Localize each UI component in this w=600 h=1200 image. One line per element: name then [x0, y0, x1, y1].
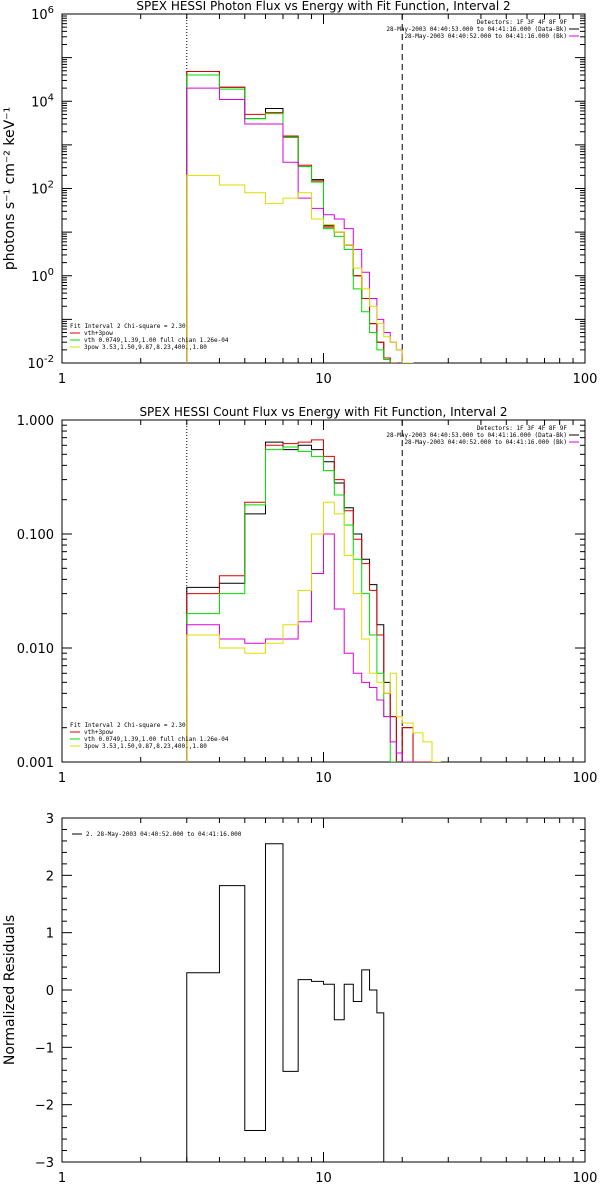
- plot-frame: [61, 817, 586, 1163]
- y-tick-label: 104: [31, 92, 54, 110]
- y-tick-base: 10: [31, 8, 48, 23]
- y-axis-label: photons s⁻¹ cm⁻² keV⁻¹: [2, 107, 18, 270]
- y-tick-label: 106: [31, 5, 54, 23]
- legend-bk: 28-May-2003 04:40:52.000 to 04:41:16.000…: [404, 439, 567, 446]
- y-tick-label: 100: [31, 267, 54, 285]
- y-tick-label: −3: [35, 1156, 54, 1171]
- y-tick-exp: 4: [48, 92, 54, 103]
- y-tick-label: 1.000: [17, 414, 54, 429]
- y-tick-exp: 6: [48, 5, 54, 16]
- y-tick-label: 102: [31, 180, 54, 198]
- series-group: [186, 71, 414, 363]
- y-tick-base: 10: [31, 183, 48, 198]
- chart-title: SPEX HESSI Photon Flux vs Energy with Fi…: [136, 0, 510, 13]
- plot-frame: [61, 419, 586, 763]
- series-4-line: [186, 87, 414, 363]
- y-tick-label: 3: [46, 812, 54, 827]
- y-tick-label: 0.100: [17, 528, 54, 543]
- series-4-line: [186, 533, 414, 762]
- legend-fit-item: 3pow 3.53,1.50,9.87,8.23,400.,1.80: [84, 743, 207, 750]
- legend-fit-item: vth 0.0749,1.39,1.00 full chian 1.26e-04: [84, 736, 229, 743]
- series-group: [186, 843, 385, 1162]
- x-tick-label: 10: [315, 771, 332, 786]
- y-tick-exp: 2: [48, 180, 54, 191]
- x-tick-label: 100: [573, 1171, 598, 1186]
- x-tick-label: 10: [315, 1171, 332, 1186]
- legend-data-bk: 28-May-2003 04:40:53.000 to 04:41:16.000…: [386, 432, 567, 439]
- series-3-line: [186, 446, 397, 762]
- series-1-line: [186, 843, 385, 1162]
- series-5-line: [186, 501, 441, 762]
- x-tick-label: 10: [315, 372, 332, 387]
- panel-2: 1 10 100 0.001 0.010 0.100 1.000 SPEX HESSI Cou…: [17, 405, 598, 786]
- legend-fit-item: vth 0.0749,1.39,1.00 full chian 1.26e-04: [84, 337, 229, 344]
- legend-fit-item: vth+3pow: [84, 330, 113, 337]
- x-tick-label: 100: [573, 771, 598, 786]
- panel-3: 1 10 100 −3 −2 −1 0 1 2 3 Normalized Residuals 2. 2…: [2, 812, 597, 1186]
- legend-data-bk: 28-May-2003 04:40:53.000 to 04:41:16.000…: [386, 26, 567, 33]
- y-axis-label: Normalized Residuals: [2, 915, 18, 1065]
- y-tick-label: 1: [46, 927, 54, 942]
- chart-title: SPEX HESSI Count Flux vs Energy with Fit…: [139, 405, 507, 419]
- legend-fit-title: Fit Interval 2 Chi-square = 2.30: [70, 722, 186, 729]
- y-tick-exp: 0: [48, 267, 54, 278]
- y-tick-label: 0: [46, 984, 54, 999]
- y-tick-label: 10-2: [27, 354, 54, 372]
- y-tick-exp: -2: [44, 354, 54, 365]
- x-tick-label: 1: [58, 372, 66, 387]
- legend-fit-item: vth+3pow: [84, 729, 113, 736]
- legend-fit-item: 3pow 3.53,1.50,9.87,8.23,400.,1.80: [84, 344, 207, 351]
- legend-detectors: Detectors: 1F 3F 4F 8F 9F: [477, 19, 568, 26]
- series-5-line: [186, 174, 414, 363]
- y-tick-base: 10: [31, 95, 48, 110]
- y-tick-label: 2: [46, 869, 54, 884]
- y-tick-label: −1: [35, 1041, 54, 1056]
- legend-residual: 2. 28-May-2003 04:40:52.000 to 04:41:16.…: [86, 831, 242, 838]
- x-tick-label: 100: [573, 372, 598, 387]
- series-group: [186, 439, 441, 762]
- legend-detectors: Detectors: 1F 3F 4F 8F 9F: [477, 425, 568, 432]
- x-tick-label: 1: [58, 771, 66, 786]
- y-tick-base: 10: [31, 270, 48, 285]
- y-tick-label: 0.001: [17, 756, 54, 771]
- legend-bk: 28-May-2003 04:40:52.000 to 04:41:16.000…: [404, 33, 567, 40]
- legend-fit-title: Fit Interval 2 Chi-square = 2.30: [70, 323, 186, 330]
- y-tick-label: 0.010: [17, 642, 54, 657]
- y-tick-label: −2: [35, 1099, 54, 1114]
- x-tick-label: 1: [58, 1171, 66, 1186]
- y-tick-base: 10: [27, 357, 44, 372]
